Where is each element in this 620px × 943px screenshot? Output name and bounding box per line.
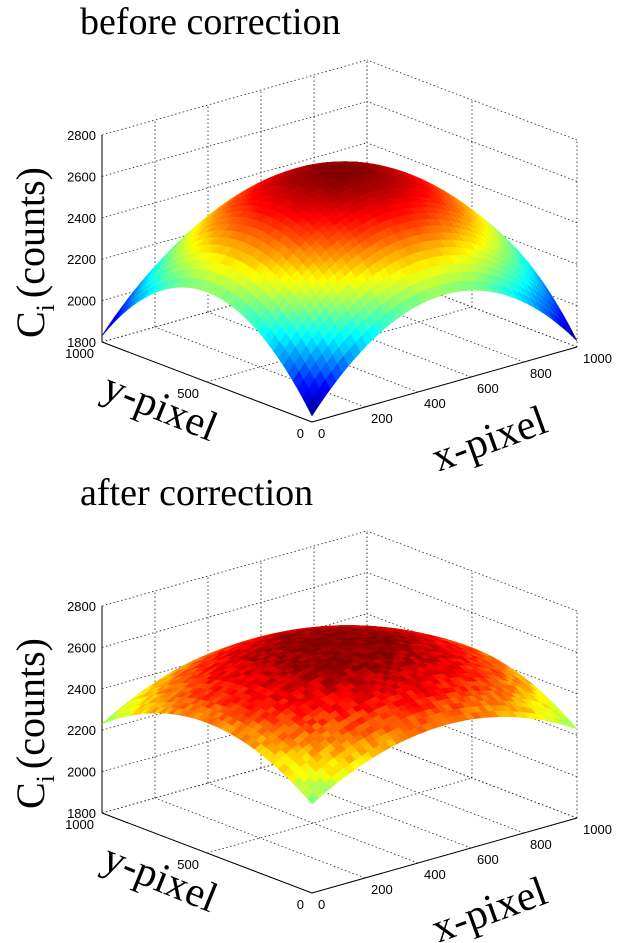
x-tick-label: 800: [530, 837, 552, 852]
z-axis-label-main: C: [8, 782, 53, 809]
z-axis-label-main: C: [8, 311, 53, 338]
surface-plot-after: 0200400600800100005001000180020002200240…: [8, 530, 612, 942]
surface: [101, 625, 578, 805]
z-axis-label-sub: i: [31, 304, 60, 311]
z-axis-label: Ci (counts): [8, 638, 60, 809]
z-tick-label: 1800: [67, 335, 96, 350]
z-tick-label: 2200: [67, 723, 96, 738]
tick-labels: 0200400600800100005001000180020002200240…: [65, 599, 612, 912]
surface: [101, 161, 578, 417]
y-tick-label: 500: [177, 386, 199, 401]
z-tick-label: 1800: [67, 806, 96, 821]
y-axis-label: y-pixel: [96, 364, 224, 451]
x-tick-label: 800: [530, 366, 552, 381]
x-tick-label: 400: [424, 396, 446, 411]
z-tick-label: 2600: [67, 169, 96, 184]
z-axis-label: Ci (counts): [8, 167, 60, 338]
x-tick-label: 400: [424, 867, 446, 882]
y-tick-label: 0: [297, 426, 304, 441]
z-tick-label: 2000: [67, 294, 96, 309]
x-tick-label: 0: [318, 897, 325, 912]
chart-title: before correction: [80, 1, 341, 43]
surface-plot-before: 0200400600800100005001000180020002200240…: [8, 59, 612, 471]
x-tick-label: 200: [371, 411, 393, 426]
x-tick-label: 600: [477, 852, 499, 867]
x-tick-label: 1000: [583, 351, 612, 366]
z-tick-label: 2800: [67, 599, 96, 614]
z-tick-label: 2800: [67, 128, 96, 143]
x-tick-label: 600: [477, 381, 499, 396]
chart-panel-after: after correction 0 200 400 600 800 1000 0 500 10…: [0, 471, 620, 942]
chart-panel-before: before correction 0 200 400 600 800 1000 0 500 1…: [0, 0, 620, 471]
y-tick-label: 1000: [65, 346, 94, 361]
y-axis-label: y-pixel: [96, 835, 224, 922]
y-tick-label: 0: [297, 897, 304, 912]
axes: [101, 606, 578, 894]
y-tick-label: 500: [177, 857, 199, 872]
x-tick-label: 200: [371, 882, 393, 897]
z-tick-label: 2000: [67, 765, 96, 780]
tick-labels: 0200400600800100005001000180020002200240…: [65, 128, 612, 441]
x-tick-label: 1000: [583, 822, 612, 837]
z-tick-label: 2200: [67, 252, 96, 267]
chart-title: after correction: [80, 472, 314, 514]
z-axis-label-rest: (counts): [8, 167, 53, 298]
z-tick-label: 2600: [67, 640, 96, 655]
z-axis-label-rest: (counts): [8, 638, 53, 769]
z-tick-label: 2400: [67, 682, 96, 697]
y-tick-label: 1000: [65, 817, 94, 832]
z-axis-label-sub: i: [31, 775, 60, 782]
axes: [101, 135, 578, 423]
x-tick-label: 0: [318, 426, 325, 441]
z-tick-label: 2400: [67, 211, 96, 226]
